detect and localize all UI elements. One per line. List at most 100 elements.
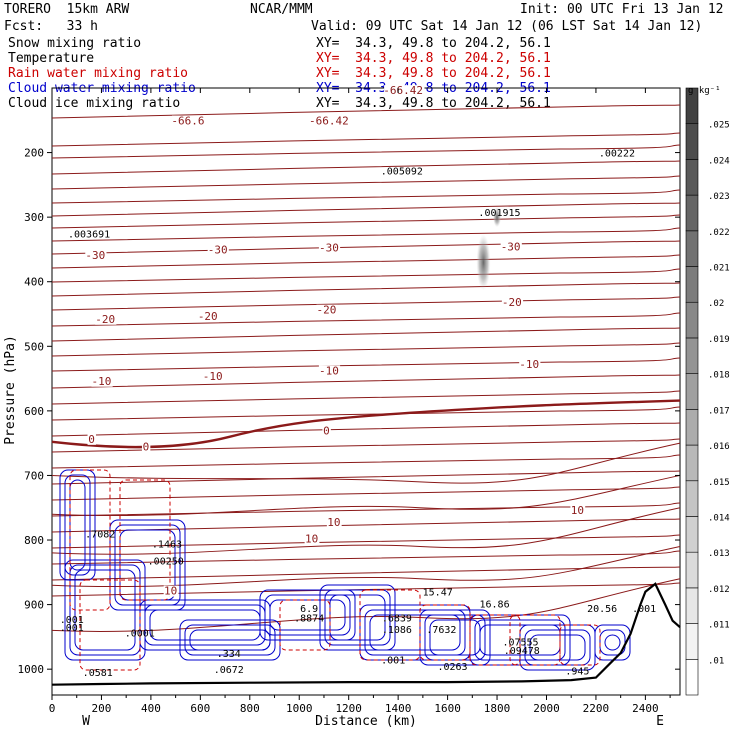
isotherm-line xyxy=(51,282,681,297)
x-tick-label: 800 xyxy=(240,702,260,715)
colorbar-swatch xyxy=(685,444,699,482)
label-background xyxy=(91,375,113,387)
rain-water-contour xyxy=(79,579,141,671)
maximum-value-label: .0263 xyxy=(437,662,467,673)
y-tick-label: 500 xyxy=(24,340,44,353)
isotherm-label: -66.42 xyxy=(383,84,423,97)
colorbar-swatch xyxy=(685,623,699,660)
colorbar-swatch xyxy=(685,516,699,553)
isotherm-label: -66.42 xyxy=(309,115,349,128)
isotherm-label: -30 xyxy=(85,249,105,262)
maximum-value-label: .0581 xyxy=(83,668,113,679)
label-background xyxy=(501,296,524,308)
maximum-value-label: .8874 xyxy=(294,614,324,625)
isotherm-line xyxy=(51,534,681,549)
rain-water-contour xyxy=(69,469,111,611)
colorbar-swatch xyxy=(685,587,699,624)
snow-mixing-ratio-shading xyxy=(476,234,491,291)
maximum-value-label: .003691 xyxy=(68,229,110,240)
field-rain-xy: XY= 34.3, 49.8 to 204.2, 56.1 xyxy=(316,66,551,81)
isotherm-line xyxy=(51,312,681,327)
isotherm-line xyxy=(51,104,681,119)
cloud-water-contour xyxy=(324,589,391,646)
field-cloud-ice-mixing-ratio: Cloud ice mixing ratio xyxy=(8,96,181,111)
label-background xyxy=(519,358,541,370)
isotherm-line xyxy=(51,566,681,581)
colorbar-level-label: .023 xyxy=(708,192,730,202)
colorbar-unit: g kg⁻¹ xyxy=(688,86,721,96)
isotherm-label: 10 xyxy=(305,532,318,545)
isotherm-line xyxy=(51,240,681,255)
colorbar-swatch xyxy=(685,373,699,410)
rain-water-contour xyxy=(509,614,561,666)
maximum-value-label: .334 xyxy=(217,649,241,660)
isotherm-label: 0 xyxy=(323,424,330,437)
y-tick-label: 700 xyxy=(24,469,44,482)
label-background xyxy=(309,115,351,127)
colorbar-swatch xyxy=(685,266,699,303)
isotherm-label: -30 xyxy=(208,244,228,257)
isotherm-line xyxy=(51,227,681,242)
rain-water-contour xyxy=(469,614,521,666)
maximum-value-label: .1463 xyxy=(152,539,182,550)
isotherm-line xyxy=(51,486,681,501)
isotherm-line xyxy=(51,175,681,190)
colorbar-level-label: .01 xyxy=(708,656,724,666)
field-rain-water-mixing-ratio: Rain water mixing ratio xyxy=(8,66,189,81)
label-background xyxy=(322,425,331,437)
isotherm-label: -20 xyxy=(502,296,522,309)
colorbar-level-label: .02 xyxy=(708,299,724,309)
isotherm-label: -20 xyxy=(95,313,115,326)
label-background xyxy=(318,365,341,377)
cloud-water-contour xyxy=(264,594,351,636)
cloud-water-contour xyxy=(319,584,396,651)
isotherm-line xyxy=(51,550,681,565)
x-tick-label: 1000 xyxy=(286,702,313,715)
snow-mixing-ratio-shading xyxy=(493,207,502,228)
colorbar-level-label: .011 xyxy=(708,621,730,631)
isotherm-line xyxy=(51,374,681,389)
init-time: Init: 00 UTC Fri 13 Jan 12 xyxy=(520,2,724,17)
cloud-water-contour xyxy=(369,614,461,651)
maximum-value-label: .001 xyxy=(60,623,84,634)
forecast-hour: Fcst: 33 h xyxy=(4,19,98,34)
label-background xyxy=(163,585,179,597)
model-title: TORERO 15km ARW xyxy=(4,2,130,17)
y-tick-label: 200 xyxy=(24,147,44,160)
x-tick-label: 1800 xyxy=(484,702,511,715)
colorbar-level-label: .025 xyxy=(708,121,730,131)
isotherm-line xyxy=(51,406,681,421)
label-background xyxy=(570,504,586,516)
label-background xyxy=(384,85,425,97)
isotherm-label: 10 xyxy=(327,516,340,529)
y-tick-label: 400 xyxy=(24,276,44,289)
colorbar-level-label: .012 xyxy=(708,585,730,595)
colorbar-level-label: .024 xyxy=(708,156,730,166)
field-cloud-ice-xy: XY= 34.3, 49.8 to 204.2, 56.1 xyxy=(316,96,551,111)
label-background xyxy=(87,433,96,445)
y-tick-label: 800 xyxy=(24,534,44,547)
maximum-value-label: .00250 xyxy=(148,557,184,568)
isotherm-label: -30 xyxy=(501,240,521,253)
freezing-level-line xyxy=(51,399,681,449)
isotherm-label: 0 xyxy=(88,433,95,446)
label-background xyxy=(318,242,341,254)
maximum-value-label: .005092 xyxy=(381,167,423,178)
isotherm-line xyxy=(51,254,681,269)
isotherm-line xyxy=(51,442,681,484)
colorbar-level-label: .018 xyxy=(708,371,730,381)
cloud-water-contour xyxy=(524,629,591,666)
x-tick-label: 400 xyxy=(141,702,161,715)
x-tick-label: 1400 xyxy=(385,702,412,715)
colorbar-swatch xyxy=(685,480,699,517)
maximum-value-label: 15.47 xyxy=(423,588,453,599)
colorbar-level-label: .022 xyxy=(708,228,730,238)
cloud-water-contour xyxy=(114,524,181,606)
label-background xyxy=(141,441,151,453)
maximum-value-label: .001 xyxy=(632,604,656,615)
isotherm-line xyxy=(51,357,681,372)
colorbar-level-label: .019 xyxy=(708,335,730,345)
isotherm-line xyxy=(51,454,681,469)
rain-water-contour xyxy=(279,599,331,651)
